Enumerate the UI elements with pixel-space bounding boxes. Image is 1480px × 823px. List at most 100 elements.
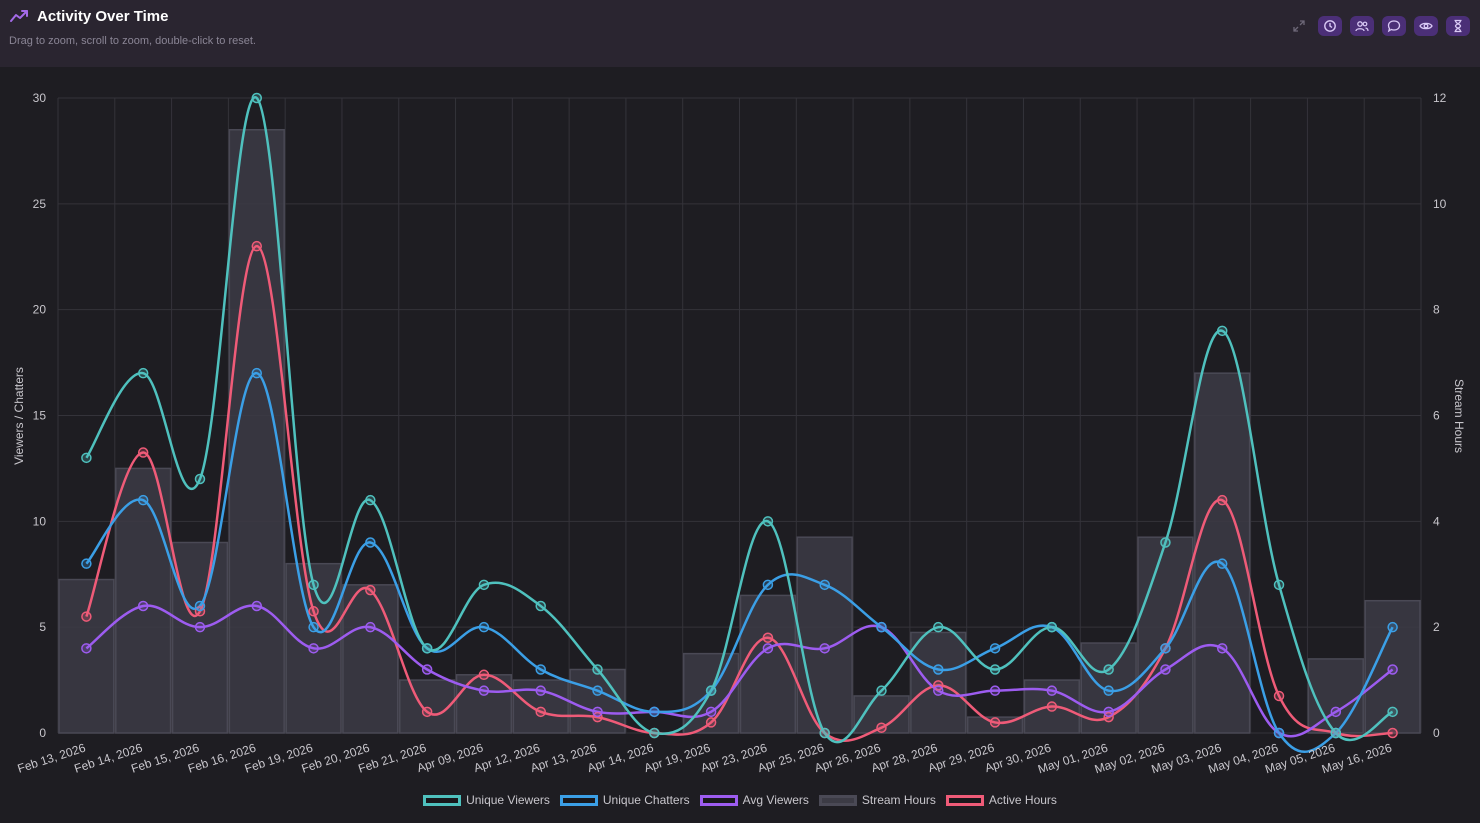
unique-viewers-point bbox=[876, 685, 887, 696]
avg-viewers-point bbox=[478, 685, 490, 696]
stream-hours-bar bbox=[455, 674, 513, 734]
y2-tick-label: 8 bbox=[1433, 303, 1440, 317]
legend-item-stream-hours[interactable]: Stream Hours bbox=[818, 793, 936, 807]
unique-viewers-point bbox=[1387, 706, 1398, 718]
avg-viewers-point bbox=[592, 706, 603, 718]
unique-viewers-point bbox=[819, 727, 830, 739]
y2-tick-label: 10 bbox=[1433, 197, 1447, 211]
unique-viewers-point bbox=[762, 516, 774, 527]
unique-chatters-point bbox=[308, 621, 319, 633]
unique-viewers-point bbox=[1273, 579, 1285, 591]
avg-viewers-point bbox=[1160, 664, 1171, 675]
stream-hours-bar bbox=[1137, 536, 1194, 734]
y-tick-label: 30 bbox=[33, 91, 47, 105]
y2-tick-label: 0 bbox=[1433, 726, 1440, 740]
unique-chatters-point bbox=[762, 579, 774, 591]
chart-header: Activity Over Time Drag to zoom, scroll … bbox=[0, 0, 1480, 67]
active-hours-point bbox=[592, 711, 603, 723]
clock-icon bbox=[1324, 20, 1336, 32]
avg-viewers-point bbox=[989, 685, 1001, 696]
legend-item-unique-viewers[interactable]: Unique Viewers bbox=[423, 793, 550, 807]
unique-viewers-point bbox=[1216, 325, 1228, 337]
users-button[interactable] bbox=[1350, 16, 1374, 36]
active-hours-point bbox=[876, 722, 887, 733]
avg-viewers-point bbox=[1330, 706, 1342, 718]
unique-chatters-point bbox=[989, 643, 1001, 654]
avg-viewers-line bbox=[85, 604, 1394, 738]
unique-chatters-point bbox=[81, 558, 92, 569]
stream-hours-bar bbox=[228, 129, 285, 734]
y-tick-label: 10 bbox=[33, 514, 47, 528]
unique-chatters-point bbox=[592, 685, 603, 696]
y2-tick-label: 6 bbox=[1433, 409, 1440, 423]
avg-viewers-point bbox=[194, 621, 206, 633]
toolbar bbox=[1288, 16, 1470, 36]
eye-button[interactable] bbox=[1414, 16, 1438, 36]
unique-chatters-point bbox=[1387, 621, 1398, 633]
active-hours-point bbox=[1387, 727, 1398, 739]
unique-viewers-point bbox=[365, 494, 376, 506]
avg-viewers-point bbox=[1387, 664, 1398, 675]
unique-viewers-point bbox=[251, 92, 263, 104]
legend-label: Stream Hours bbox=[861, 793, 936, 807]
active-hours-point bbox=[365, 584, 376, 596]
active-hours-point bbox=[137, 447, 149, 458]
active-hours-point bbox=[535, 706, 546, 718]
unique-chatters-point bbox=[137, 494, 149, 506]
unique-viewers-point bbox=[308, 579, 319, 591]
y-tick-label: 20 bbox=[33, 303, 47, 317]
unique-viewers-point bbox=[137, 367, 149, 379]
avg-viewers-point bbox=[308, 643, 319, 654]
unique-chatters-point bbox=[1273, 727, 1285, 739]
unique-viewers-point bbox=[1046, 621, 1058, 633]
stream-hours-bar bbox=[115, 467, 172, 734]
clock-button[interactable] bbox=[1318, 16, 1342, 36]
chat-button[interactable] bbox=[1382, 16, 1406, 36]
y-tick-label: 25 bbox=[33, 197, 47, 211]
unique-viewers-point bbox=[592, 664, 603, 675]
legend-swatch bbox=[945, 794, 984, 806]
active-hours-point bbox=[762, 632, 774, 643]
y-axis-label: Viewers / Chatters bbox=[12, 367, 26, 465]
chat-icon bbox=[1387, 20, 1401, 33]
legend-item-avg-viewers[interactable]: Avg Viewers bbox=[699, 793, 809, 807]
active-hours-point bbox=[989, 717, 1001, 728]
active-hours-point bbox=[478, 669, 490, 681]
legend-label: Unique Chatters bbox=[602, 793, 690, 807]
chart-area[interactable]: 0 0 5 2 10 4 15 6 20 8 25 10 30 12 Feb 13, 2026 Feb 14,… bbox=[0, 67, 1480, 823]
avg-viewers-point bbox=[1046, 685, 1058, 696]
chart-title: Activity Over Time bbox=[37, 7, 169, 25]
active-hours-point bbox=[1103, 711, 1114, 723]
stream-hours-bar bbox=[910, 631, 967, 734]
unique-chatters-point bbox=[819, 579, 830, 591]
legend-label: Unique Viewers bbox=[466, 793, 550, 807]
legend-item-active-hours[interactable]: Active Hours bbox=[945, 793, 1057, 807]
stream-hours-bar bbox=[171, 541, 229, 734]
stream-hours-bar bbox=[1307, 658, 1364, 734]
unique-viewers-point bbox=[1330, 727, 1342, 739]
legend-item-unique-chatters[interactable]: Unique Chatters bbox=[559, 793, 690, 807]
hourglass-button[interactable] bbox=[1446, 16, 1470, 36]
expand-button[interactable] bbox=[1288, 16, 1310, 36]
unique-chatters-point bbox=[194, 600, 206, 612]
stream-hours-bar bbox=[399, 679, 456, 734]
unique-chatters-point bbox=[365, 537, 376, 548]
avg-viewers-point bbox=[535, 685, 546, 696]
hourglass-icon bbox=[1454, 19, 1462, 33]
unique-viewers-point bbox=[649, 727, 660, 739]
unique-viewers-point bbox=[194, 473, 206, 485]
unique-viewers-point bbox=[421, 643, 433, 654]
unique-viewers-point bbox=[705, 685, 717, 696]
unique-chatters-point bbox=[649, 706, 660, 718]
stream-hours-bar bbox=[58, 578, 115, 734]
avg-viewers-point bbox=[365, 621, 376, 633]
active-hours-point bbox=[1216, 494, 1228, 506]
avg-viewers-point bbox=[762, 643, 774, 654]
active-hours-point bbox=[308, 606, 319, 617]
unique-viewers-line bbox=[85, 96, 1394, 744]
unique-viewers-point bbox=[478, 579, 490, 591]
unique-viewers-point bbox=[81, 452, 92, 464]
users-icon bbox=[1355, 21, 1369, 32]
legend-swatch bbox=[559, 794, 598, 806]
